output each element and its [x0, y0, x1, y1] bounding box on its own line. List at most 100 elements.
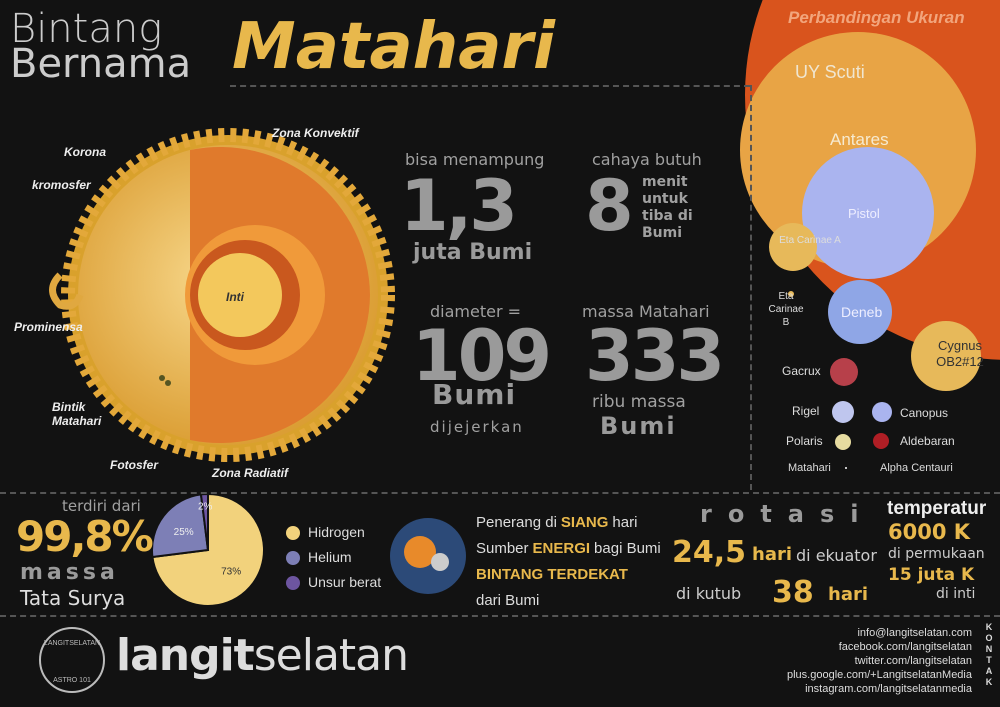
rotation-title: rotasi [700, 500, 875, 528]
temp-value: 6000 K [888, 520, 971, 544]
pie-value-label: 2% [198, 501, 213, 512]
mass-value: 99,8% [16, 512, 154, 561]
star-label: Polaris [786, 434, 823, 448]
mass-caption: terdiri dari [62, 497, 141, 515]
star-label: Cygnus OB2#12 [936, 338, 984, 369]
contact: twitter.com/langitselatan [854, 655, 972, 667]
sun-label: Bintik Matahari [52, 400, 102, 428]
section-title: Perbandingan Ukuran [788, 8, 965, 27]
rotation-value: 38 [772, 575, 814, 610]
star-circle [845, 467, 847, 469]
feature-line: Sumber ENERGI bagi Bumi [476, 536, 665, 562]
divider [0, 492, 1000, 494]
divider [230, 85, 750, 87]
star-label: Gacrux [782, 364, 821, 378]
star-circle [828, 280, 892, 344]
sun-label: Korona [64, 145, 106, 159]
mass-line: massa [20, 560, 119, 585]
fact-caption: bisa menampung [405, 150, 545, 169]
pie-chart: 73% 25% 2% [151, 492, 265, 607]
rotation-value: 24,5 [672, 535, 747, 570]
rotation-label: di kutub [676, 584, 742, 603]
contact: plus.google.com/+LangitselatanMedia [787, 669, 972, 681]
contact: facebook.com/langitselatan [838, 641, 972, 653]
temp-title: temperatur [887, 498, 987, 519]
title-main: Matahari [232, 10, 555, 84]
star-circle [832, 401, 854, 423]
star-label: Eta Carinae B [768, 291, 804, 328]
star-label: Alpha Centauri [880, 462, 953, 474]
star-label: Antares [830, 130, 889, 149]
feature-list: Penerang di SIANG hari Sumber ENERGI bagi Bum… [476, 510, 665, 614]
contact-list: info@langitselatan.com facebook.com/langi… [787, 626, 972, 696]
rotation-unit: hari [828, 584, 869, 605]
legend-swatch [286, 576, 300, 590]
star-label: UY Scuti [795, 62, 865, 82]
star-circle [872, 402, 892, 422]
fact-caption: diameter = [430, 302, 522, 321]
star-circle [873, 433, 889, 449]
mass-line: Tata Surya [20, 586, 126, 610]
star-circle [835, 434, 851, 450]
feature-text: dari Bumi [476, 592, 540, 609]
fact-number: 8 [585, 165, 634, 247]
star-label: Canopus [900, 406, 949, 420]
star-label: Pistol [848, 206, 880, 221]
star-circle [911, 321, 981, 391]
contact: instagram.com/langitselatanmedia [805, 683, 972, 695]
feature-text: SIANG [560, 514, 609, 531]
star-label: Rigel [792, 404, 820, 418]
sun-label: Fotosfer [110, 458, 158, 472]
star-label: Aldebaran [900, 434, 955, 448]
feature-line: BINTANG TERDEKAT [476, 562, 665, 588]
logo-text: ASTRO 101 [53, 677, 91, 684]
pie-slice [199, 492, 209, 551]
star-circle [830, 358, 858, 386]
fact-unit: juta Bumi [413, 240, 533, 265]
feature-line: Penerang di SIANG hari [476, 510, 665, 536]
fact-number: 1,3 [400, 165, 518, 247]
temp-value: 15 juta K [888, 565, 975, 585]
fact-number: 333 [585, 315, 725, 397]
pie-value-label: 25% [174, 527, 194, 538]
title-line: Bernama [10, 41, 192, 87]
rotation-label: di ekuator [796, 546, 877, 565]
logo [39, 627, 105, 693]
star-label: Deneb [841, 304, 883, 320]
feature-text: bagi Bumi [594, 540, 661, 557]
sun-label: Inti [226, 290, 244, 304]
brand: langitselatan [116, 630, 409, 681]
fact-caption: massa Matahari [582, 302, 710, 321]
feature-line: dari Bumi [476, 588, 665, 614]
temp-label: di permukaan [888, 546, 985, 562]
star-circle [769, 223, 817, 271]
legend-label: Unsur berat [308, 574, 382, 590]
pie-slice [151, 493, 210, 559]
fact-unit: menit untuk tiba di Bumi [642, 174, 693, 241]
sun-diagram [49, 128, 395, 462]
fact-unit: Bumi [432, 378, 517, 411]
feature-text: BINTANG TERDEKAT [476, 566, 628, 583]
star-circle [788, 291, 794, 297]
brand-part: selatan [253, 630, 409, 681]
fact-note: Bumi [600, 412, 677, 440]
fact-note: dijejerkan [430, 418, 524, 436]
fact-caption: cahaya butuh [592, 150, 702, 169]
star-circle [802, 147, 934, 279]
sun-label: Zona Radiatif [212, 466, 289, 480]
feature-text: Penerang di [476, 514, 557, 531]
title-line: Bintang [10, 6, 163, 52]
legend-label: Hidrogen [308, 524, 365, 540]
contact: info@langitselatan.com [857, 627, 972, 639]
feature-text: ENERGI [532, 540, 591, 557]
feature-text: hari [612, 514, 638, 531]
star-label: Matahari [788, 462, 831, 474]
feature-icon [404, 536, 436, 568]
divider [0, 615, 1000, 617]
legend-swatch [286, 551, 300, 565]
star-label: Eta Carinae A [779, 235, 841, 246]
rotation-unit: hari [752, 544, 793, 565]
fact-number: 109 [412, 315, 552, 397]
